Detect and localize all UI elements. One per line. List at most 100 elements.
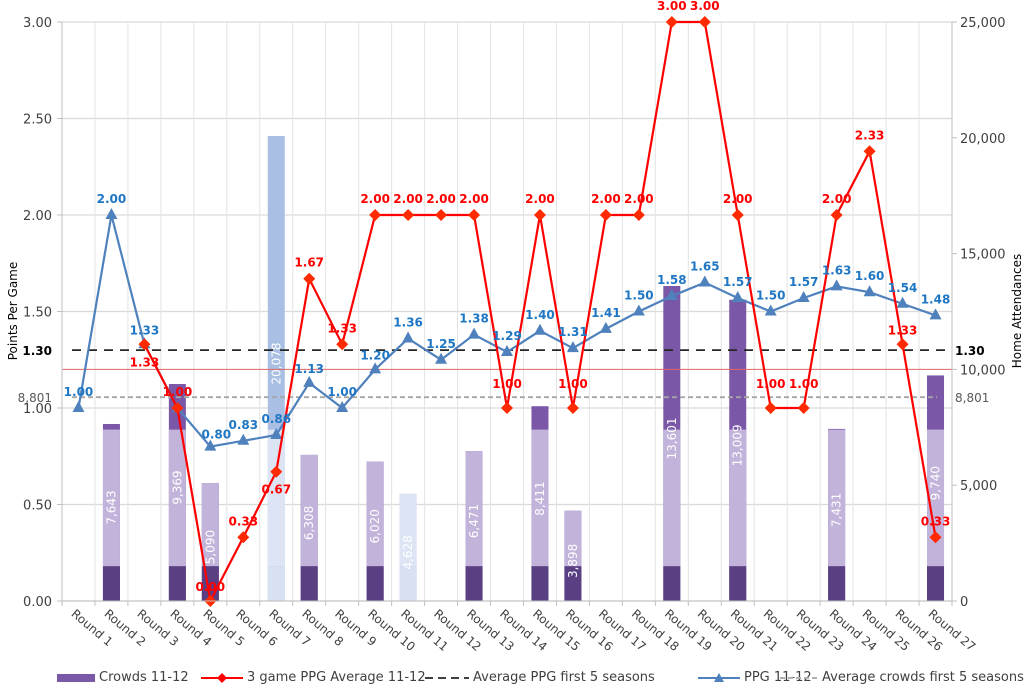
three-game-avg-marker <box>797 402 810 414</box>
chart: 0.00 0.50 1.00 1.50 2.00 2.50 3.00 0 5,000 10,000… <box>6 0 1024 654</box>
ppg-marker <box>72 401 85 412</box>
ppg-data-label: 1.41 <box>591 306 621 320</box>
bar-band <box>828 429 846 567</box>
legend: Crowds 11-12 3 game PPG Average 11-12 Av… <box>0 670 1024 692</box>
bar-base <box>828 566 846 601</box>
right-axis-title: Home Attendances <box>1010 254 1024 368</box>
left-tick-label: 0.00 <box>23 595 52 610</box>
bar-data-label: 6,471 <box>467 504 481 538</box>
ppg-marker <box>468 327 481 339</box>
three-game-avg-marker <box>402 209 415 221</box>
right-tick-label: 10,000 <box>960 363 1006 378</box>
bar-base <box>300 566 318 601</box>
three-game-avg-data-label: 1.00 <box>789 377 819 391</box>
ppg-data-label: 1.40 <box>525 308 555 322</box>
three-game-avg-data-label: 2.00 <box>591 192 621 206</box>
right-tick-label: 0 <box>960 595 968 610</box>
bar-band <box>201 483 219 567</box>
ppg-marker <box>797 290 810 302</box>
bar-base <box>267 566 285 601</box>
three-game-avg-data-label: 2.00 <box>459 192 489 206</box>
legend-label: PPG 11-12 <box>744 670 812 685</box>
ppg-data-label: 1.50 <box>624 289 654 303</box>
ppg-marker <box>336 401 349 412</box>
ppg-marker <box>533 323 546 335</box>
legend-item-crowds: Crowds 11-12 <box>57 670 189 685</box>
bar-data-label: 20,078 <box>269 342 283 384</box>
bar-base <box>366 566 384 601</box>
three-game-avg-marker <box>929 531 942 544</box>
ppg-data-label: 1.33 <box>130 323 160 337</box>
legend-item-avg-crowds: Average crowds first 5 seasons <box>780 670 1024 685</box>
three-game-avg-marker <box>501 402 513 414</box>
ppg-data-label: 1.57 <box>789 275 819 289</box>
ppg-data-label: 0.86 <box>261 412 291 426</box>
bar-band <box>927 429 945 567</box>
bar-band <box>267 429 285 567</box>
left-tick-label: 1.50 <box>23 306 52 321</box>
ppg-data-label: 1.31 <box>558 325 588 339</box>
bar-data-label: 9,369 <box>170 470 184 504</box>
bar-base <box>465 566 483 601</box>
legend-label: Crowds 11-12 <box>99 670 189 685</box>
three-game-avg-marker <box>632 209 645 221</box>
ppg-marker <box>863 285 876 297</box>
legend-swatch-bar-icon <box>57 673 95 682</box>
three-game-avg-data-label: 0.33 <box>228 514 258 528</box>
three-game-avg-data-label: 2.00 <box>426 192 456 206</box>
ppg-data-label: 1.20 <box>360 348 390 362</box>
avg-ppg-label: 1.30 <box>955 344 985 358</box>
bar-data-label: 7,431 <box>830 493 844 527</box>
three-game-avg-marker <box>896 338 909 351</box>
bar-band <box>531 429 549 567</box>
three-game-avg-marker <box>237 531 250 544</box>
three-game-avg-marker <box>171 402 184 414</box>
ppg-data-label: 1.54 <box>888 281 918 295</box>
bar-base <box>663 566 681 601</box>
legend-item-avg-ppg: Average PPG first 5 seasons <box>425 670 655 685</box>
three-game-avg-marker <box>830 209 843 221</box>
three-game-avg-data-label: 0.00 <box>196 580 226 594</box>
three-game-avg-data-label: 1.00 <box>756 377 786 391</box>
ppg-marker <box>501 345 513 357</box>
three-game-avg-marker <box>698 16 711 28</box>
ppg-data-label: 0.80 <box>202 428 232 442</box>
three-game-avg-marker <box>533 209 546 221</box>
legend-item-3game-ppg: 3 game PPG Average 11-12 <box>201 670 426 685</box>
bar-base <box>729 566 747 601</box>
bar-band <box>168 429 186 567</box>
ppg-data-label: 1.36 <box>393 316 423 330</box>
bar-band <box>465 451 483 567</box>
ppg-data-label: 1.50 <box>756 289 786 303</box>
bar-base <box>531 566 549 601</box>
bar-band <box>663 429 681 567</box>
ppg-data-label: 1.58 <box>657 273 687 287</box>
left-tick-label: 3.00 <box>23 16 52 31</box>
right-tick-label: 20,000 <box>960 132 1006 147</box>
three-game-avg-data-label: 2.00 <box>822 192 852 206</box>
ppg-marker <box>698 275 711 287</box>
ppg-marker <box>731 290 744 302</box>
ppg-marker <box>105 208 118 219</box>
three-game-avg-data-label: 3.00 <box>690 0 720 13</box>
ppg-data-label: 1.63 <box>822 263 852 277</box>
ppg-data-label: 1.38 <box>459 312 489 326</box>
ppg-marker <box>599 321 612 333</box>
three-game-avg-marker <box>731 209 744 221</box>
three-game-avg-marker <box>369 209 382 221</box>
ppg-data-label: 1.65 <box>690 260 720 274</box>
ppg-marker <box>665 289 678 301</box>
ppg-data-label: 1.60 <box>855 269 885 283</box>
bar-data-label: 9,740 <box>929 466 943 500</box>
three-game-avg-marker <box>435 209 448 221</box>
ppg-marker <box>270 428 283 440</box>
bar-data-label: 5,090 <box>203 530 217 564</box>
three-game-avg-marker <box>468 209 481 221</box>
three-game-avg-data-label: 3.00 <box>657 0 687 13</box>
three-game-avg-marker <box>270 465 283 478</box>
ppg-data-label: 1.00 <box>64 385 94 399</box>
legend-swatch-blue-triangle-icon <box>698 672 740 682</box>
ppg-marker <box>764 304 777 316</box>
ppg-data-label: 0.83 <box>228 418 258 432</box>
three-game-avg-marker <box>665 16 678 28</box>
